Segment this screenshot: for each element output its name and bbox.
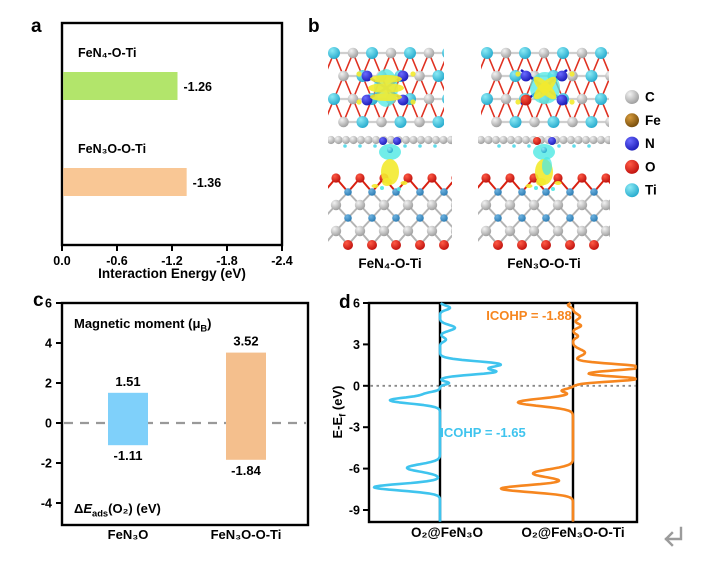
svg-text:Interaction Energy (eV): Interaction Energy (eV) (98, 266, 246, 281)
svg-text:FeN₃O-O-Ti: FeN₃O-O-Ti (211, 527, 282, 542)
legend-sphere-O (625, 159, 639, 174)
svg-text:FeN₄-O-Ti: FeN₄-O-Ti (358, 256, 421, 271)
svg-text:Ti: Ti (645, 183, 657, 198)
curve-line (372, 302, 503, 523)
svg-text:-4: -4 (41, 497, 52, 511)
svg-text:ΔEads(O₂) (eV): ΔEads(O₂) (eV) (74, 501, 161, 519)
cohp-curve-O₂@FeN₃O: ICOHP = -1.65 O₂@FeN₃O (372, 302, 526, 540)
svg-text:N: N (645, 136, 655, 151)
svg-text:O₂@FeN₃O: O₂@FeN₃O (411, 525, 483, 540)
panel-d-axes: 6 3 0 -3 -6 -9 E-Ef (eV) (330, 297, 639, 524)
svg-text:O: O (645, 159, 656, 174)
svg-text:E-Ef (eV): E-Ef (eV) (330, 386, 348, 439)
svg-text:4: 4 (45, 337, 52, 351)
panel-d-letter: d (339, 292, 351, 313)
svg-text:1.51: 1.51 (115, 374, 140, 389)
svg-text:FeN₃O-O-Ti: FeN₃O-O-Ti (507, 256, 581, 271)
panel-c-axes: 6 4 2 0 -2 -4 Magnetic moment (μB) ΔEads(O₂) (e… (41, 297, 310, 527)
svg-text:0.0: 0.0 (53, 254, 70, 268)
bar-FeN₃O-O-Ti (63, 168, 187, 196)
svg-text:6: 6 (45, 297, 52, 311)
svg-text:Magnetic moment (μB): Magnetic moment (μB) (74, 316, 212, 334)
legend-sphere-N (625, 136, 639, 151)
svg-text:-1.84: -1.84 (231, 463, 261, 478)
svg-text:O₂@FeN₃O-O-Ti: O₂@FeN₃O-O-Ti (521, 525, 624, 540)
legend-sphere-C (625, 90, 639, 104)
panel-b-structure-images: C Fe NO Ti FeN₄-O-Ti FeN₃O-O-Ti (328, 45, 661, 271)
svg-text:2: 2 (45, 377, 52, 391)
cohp-curve-O₂@FeN₃O-O-Ti: ICOHP = -1.88 O₂@FeN₃O-O-Ti (486, 301, 637, 540)
svg-text:C: C (645, 90, 655, 105)
svg-text:-0.6: -0.6 (106, 254, 128, 268)
svg-text:-2.4: -2.4 (271, 254, 293, 268)
svg-text:-2: -2 (41, 457, 52, 471)
range-bar-FeN₃O-O-Ti (226, 352, 266, 460)
svg-text:0: 0 (353, 379, 360, 393)
svg-text:-6: -6 (349, 462, 360, 476)
svg-text:-1.8: -1.8 (216, 254, 238, 268)
svg-text:3.52: 3.52 (233, 334, 258, 349)
svg-text:-1.36: -1.36 (193, 176, 222, 190)
top-view-FeN3O (481, 45, 609, 137)
svg-text:0: 0 (45, 417, 52, 431)
atom-legend: C Fe NO Ti (625, 90, 661, 198)
panel-c-letter: c (33, 290, 44, 311)
panel-a-axes: 0.0 -0.6 -1.2 -1.8 -2.4 Interaction Energy (e… (53, 21, 293, 281)
svg-text:-9: -9 (349, 504, 360, 518)
svg-text:FeN₃O: FeN₃O (108, 527, 149, 542)
panel-a-interaction-energy-chart: 0.0 -0.6 -1.2 -1.8 -2.4 Interaction Energy (e… (53, 21, 293, 281)
svg-text:-1.26: -1.26 (184, 80, 213, 94)
panel-a-letter: a (31, 16, 42, 37)
svg-text:FeN₃O-O-Ti: FeN₃O-O-Ti (78, 142, 146, 156)
curve-line (499, 301, 637, 523)
svg-text:-1.2: -1.2 (161, 254, 183, 268)
panel-c-bars: 1.51 -1.11 FeN₃O 3.52 -1.84 FeN₃O-O-Ti (108, 334, 282, 542)
side-view-FeN3O (478, 130, 610, 250)
svg-text:ICOHP = -1.65: ICOHP = -1.65 (440, 425, 525, 440)
svg-text:-1.11: -1.11 (114, 448, 143, 463)
top-view-FeN4 (328, 45, 444, 137)
side-view-FeN4 (328, 130, 452, 250)
panel-c-magnetic-moment-chart: 6 4 2 0 -2 -4 Magnetic moment (μB) ΔEads(O₂) (e… (41, 297, 310, 542)
svg-text:6: 6 (353, 297, 360, 311)
svg-text:Fe: Fe (645, 113, 661, 128)
return-mark-icon (664, 526, 683, 547)
legend-sphere-Ti (625, 183, 639, 198)
svg-text:-3: -3 (349, 421, 360, 435)
svg-text:ICOHP = -1.88: ICOHP = -1.88 (486, 308, 571, 323)
legend-sphere-Fe (625, 113, 639, 128)
panel-d-cohp-chart: 630-3-6-9E-Ef (eV)ICOHP = -1.65O₂@FeN₃OI… (330, 297, 639, 540)
panel-a-bars: FeN₄-O-Ti -1.26 FeN₃O-O-Ti -1.36 (63, 46, 221, 196)
svg-text:FeN₄-O-Ti: FeN₄-O-Ti (78, 46, 137, 60)
bar-FeN₄-O-Ti (63, 72, 178, 100)
range-bar-FeN₃O (108, 392, 148, 446)
panel-b-letter: b (308, 16, 320, 37)
svg-text:3: 3 (353, 338, 360, 352)
